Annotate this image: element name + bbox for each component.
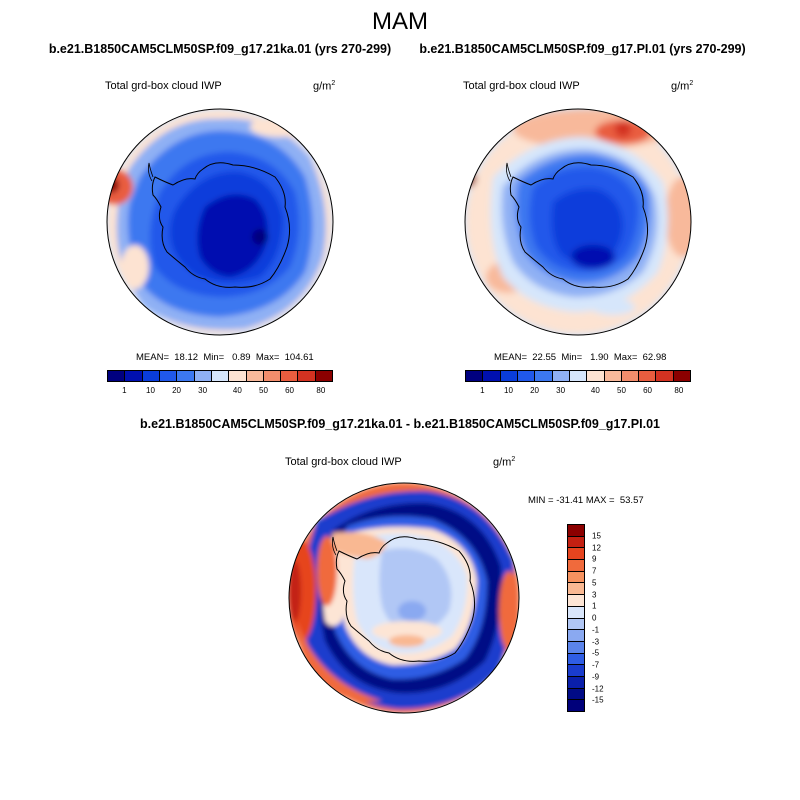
right-colorbar-ticks: 1 10 20 30 40 50 60 80 [465, 386, 691, 398]
left-colorbar-swatch [177, 371, 195, 381]
diff-colorbar-tick-label: 15 [592, 531, 601, 541]
right-colorbar-tick-label: 20 [530, 386, 539, 395]
left-colorbar-tick-label: 1 [122, 386, 127, 395]
diff-colorbar-swatch [568, 653, 584, 666]
left-variable-label: Total grd-box cloud IWP [105, 80, 222, 92]
diff-polar-map [288, 482, 520, 714]
right-stats: MEAN= 22.55 Min= 1.90 Max= 62.98 [494, 352, 667, 363]
diff-stats: MIN = -31.41 MAX = 53.57 [528, 495, 644, 506]
left-colorbar-swatch [211, 371, 230, 381]
left-colorbar-tick-label: 10 [146, 386, 155, 395]
diff-colorbar-swatch [568, 571, 584, 584]
diff-colorbar-tick-label: 9 [592, 554, 597, 564]
left-colorbar [107, 370, 333, 382]
left-run-title: b.e21.B1850CAM5CLM50SP.f09_g17.21ka.01 (… [48, 42, 392, 56]
diff-colorbar-swatch [568, 595, 584, 607]
left-colorbar-swatch [229, 371, 247, 381]
right-colorbar-swatch [656, 371, 674, 381]
right-colorbar-swatch [517, 371, 536, 381]
diff-colorbar-tick-label: -9 [592, 672, 600, 682]
left-colorbar-swatch [263, 371, 282, 381]
diff-units-label: g/m2 [493, 456, 516, 469]
right-colorbar-swatch [552, 371, 570, 381]
diff-colorbar-swatch [568, 700, 584, 711]
diff-field [289, 483, 519, 713]
diff-colorbar-tick-label: -5 [592, 648, 600, 658]
diff-colorbar-swatch [568, 688, 584, 701]
right-polar-map [464, 108, 692, 336]
diff-colorbar-swatch [568, 525, 584, 537]
diff-colorbar-swatch [568, 641, 584, 654]
right-colorbar-tick-label: 60 [643, 386, 652, 395]
right-colorbar-tick-label: 10 [504, 386, 513, 395]
left-colorbar-swatch [298, 371, 316, 381]
right-colorbar-tick-label: 80 [674, 386, 684, 395]
left-field [107, 109, 333, 335]
left-stats: MEAN= 18.12 Min= 0.89 Max= 104.61 [136, 352, 314, 363]
right-colorbar-swatch [639, 371, 657, 381]
right-units-label: g/m2 [671, 80, 694, 93]
left-colorbar-swatch [125, 371, 143, 381]
right-colorbar-swatch [500, 371, 518, 381]
diff-colorbar-tick-label: 5 [592, 578, 597, 588]
left-polar-map [106, 108, 334, 336]
diff-colorbar-tick-label: 12 [592, 543, 601, 552]
left-colorbar-swatch [194, 371, 212, 381]
diff-colorbar-tick-label: -3 [592, 637, 600, 646]
right-colorbar-swatch [621, 371, 640, 381]
left-colorbar-swatch [246, 371, 264, 381]
right-colorbar-tick-label: 30 [556, 386, 566, 395]
right-run-title: b.e21.B1850CAM5CLM50SP.f09_g17.PI.01 (yr… [419, 42, 746, 56]
right-colorbar-swatch [483, 371, 501, 381]
diff-colorbar-tick-label: 0 [592, 613, 597, 623]
left-colorbar-tick-label: 50 [259, 386, 268, 395]
diff-colorbar-swatch [568, 583, 584, 596]
left-colorbar-tick-label: 60 [285, 386, 294, 395]
right-colorbar-tick-label: 1 [480, 386, 485, 395]
diff-colorbar-tick-label: 1 [592, 601, 597, 611]
left-colorbar-swatch [281, 371, 299, 381]
diff-colorbar-swatch [568, 630, 584, 642]
diff-colorbar-swatch [568, 676, 584, 689]
diff-colorbar-ticks: 15 12 9 7 5 3 1 0 -1 -3 -5 -7 -9 -12 -15 [592, 524, 622, 712]
diff-colorbar-tick-label: -1 [592, 625, 600, 635]
diff-colorbar-swatch [568, 665, 584, 677]
left-colorbar-swatch [159, 371, 178, 381]
diff-colorbar-swatch [568, 618, 584, 631]
right-colorbar-swatch [535, 371, 553, 381]
diff-colorbar-swatch [568, 606, 584, 619]
left-colorbar-tick-label: 30 [198, 386, 208, 395]
right-colorbar-swatch [569, 371, 588, 381]
right-colorbar-tick-label: 50 [617, 386, 626, 395]
left-colorbar-swatch [108, 371, 126, 381]
diff-colorbar-tick-label: 3 [592, 590, 597, 599]
diff-variable-label: Total grd-box cloud IWP [285, 456, 402, 468]
diff-colorbar-tick-label: -12 [592, 684, 604, 693]
left-colorbar-tick-label: 80 [316, 386, 326, 395]
diff-colorbar-swatch [568, 560, 584, 572]
right-field [465, 109, 691, 335]
left-colorbar-swatch [315, 371, 333, 381]
diff-colorbar-tick-label: -15 [592, 695, 604, 705]
diff-colorbar-swatch [568, 548, 584, 561]
right-variable-label: Total grd-box cloud IWP [463, 80, 580, 92]
right-colorbar-swatch [673, 371, 691, 381]
diff-colorbar-swatch [568, 536, 584, 549]
right-colorbar-swatch [604, 371, 622, 381]
right-colorbar-tick-label: 40 [590, 386, 600, 395]
left-units-label: g/m2 [313, 80, 336, 93]
left-colorbar-tick-label: 40 [232, 386, 242, 395]
diff-colorbar-tick-label: 7 [592, 566, 597, 576]
left-colorbar-swatch [142, 371, 160, 381]
right-colorbar-swatch [466, 371, 484, 381]
right-colorbar [465, 370, 691, 382]
left-colorbar-ticks: 1 10 20 30 40 50 60 80 [107, 386, 333, 398]
right-colorbar-swatch [587, 371, 605, 381]
left-colorbar-tick-label: 20 [172, 386, 181, 395]
diff-colorbar [567, 524, 585, 712]
diff-run-title: b.e21.B1850CAM5CLM50SP.f09_g17.21ka.01 -… [140, 417, 660, 431]
diff-colorbar-tick-label: -7 [592, 660, 600, 670]
season-title: MAM [372, 8, 428, 35]
